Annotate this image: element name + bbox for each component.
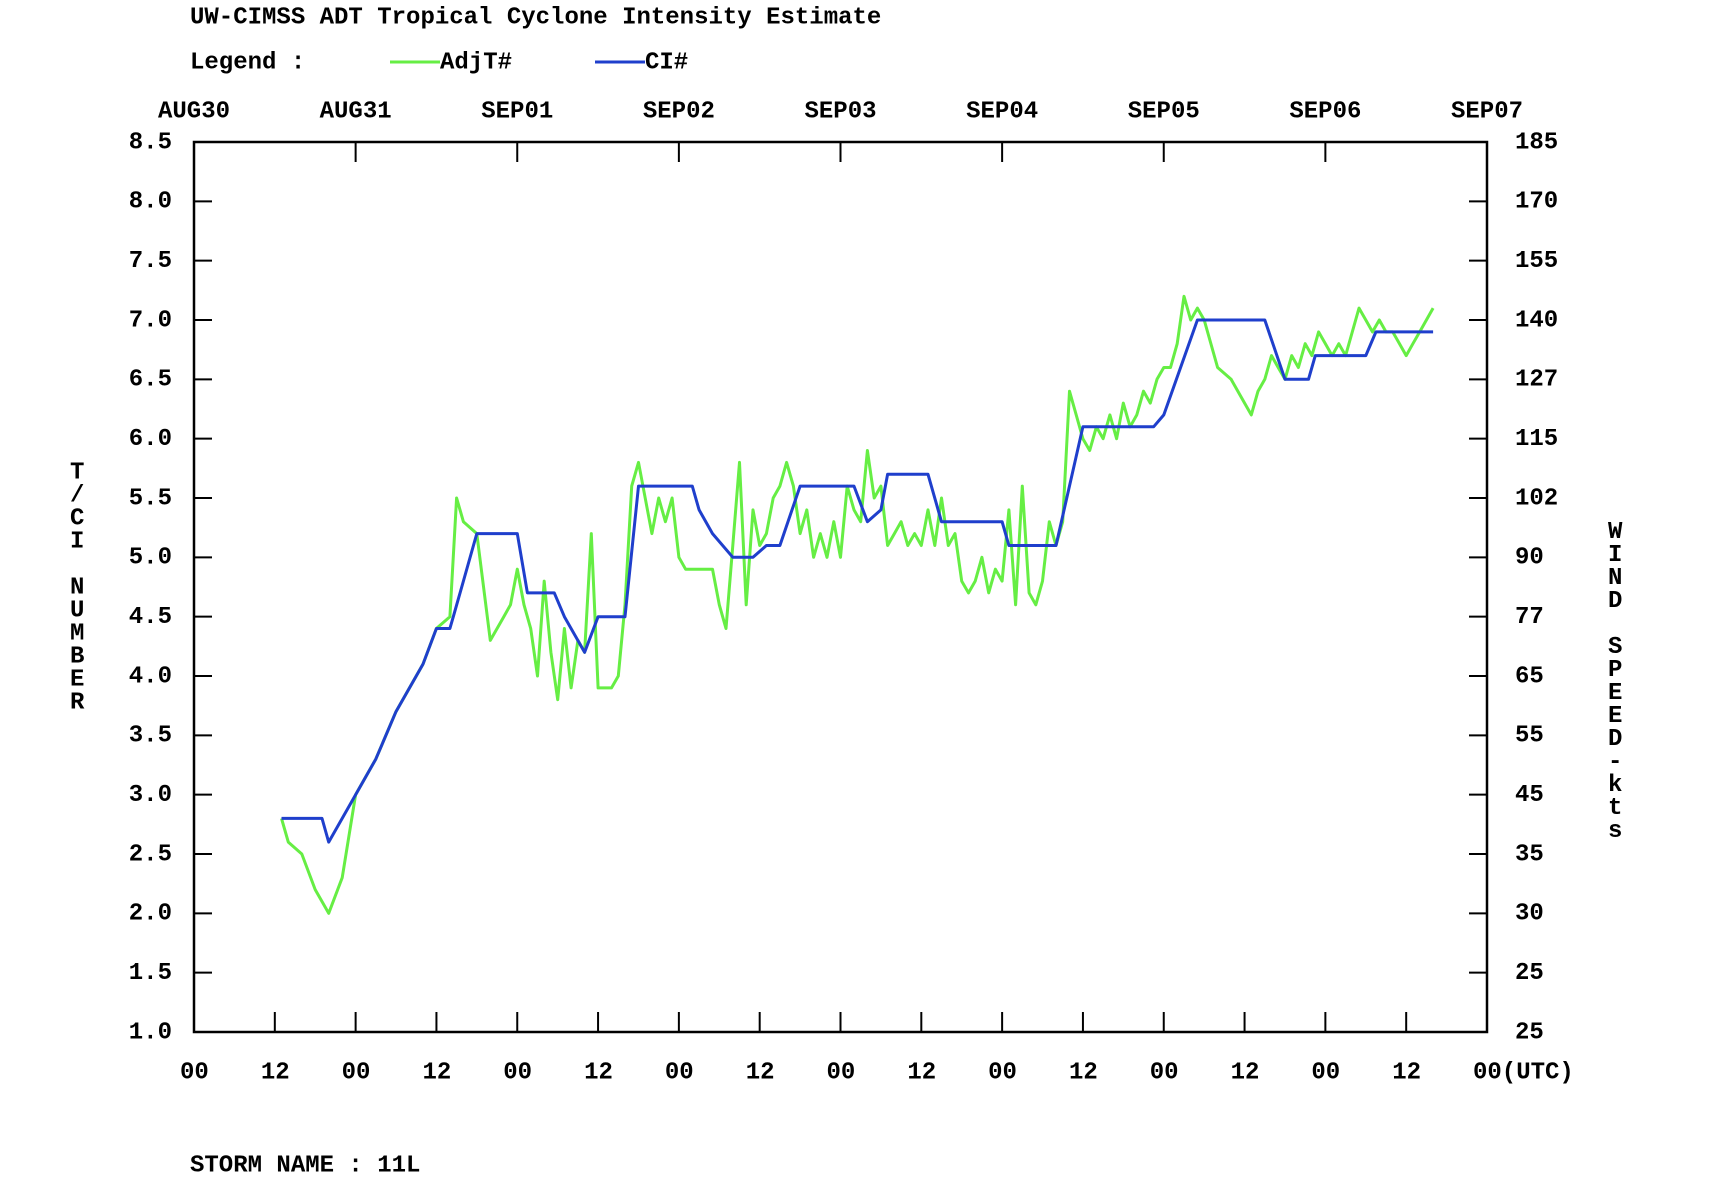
x-tick-label: 12 xyxy=(584,1059,613,1086)
x-tick-label: 00 xyxy=(988,1059,1017,1086)
x2-tick-label: SEP02 xyxy=(643,98,715,125)
y2-tick-label: 25 xyxy=(1515,960,1544,987)
y-tick-label: 1.0 xyxy=(129,1019,172,1046)
x-tick-label: 00 xyxy=(827,1059,856,1086)
y-tick-label: 6.5 xyxy=(129,367,172,394)
y2-tick-label: 140 xyxy=(1515,307,1558,334)
y2-tick-label: 65 xyxy=(1515,663,1544,690)
y-tick-label: 4.5 xyxy=(129,604,172,631)
x2-tick-label: SEP04 xyxy=(966,98,1038,125)
y-tick-label: 2.5 xyxy=(129,841,172,868)
x-tick-label: 12 xyxy=(422,1059,451,1086)
x-tick-label: 00 xyxy=(1150,1059,1179,1086)
x2-tick-label: AUG30 xyxy=(158,98,230,125)
legend-label: Legend : xyxy=(190,49,305,76)
y-tick-label: 1.5 xyxy=(129,960,172,987)
x-tick-label: 00 xyxy=(342,1059,371,1086)
x2-tick-label: SEP03 xyxy=(804,98,876,125)
x-tick-label: 00 xyxy=(180,1059,209,1086)
x2-tick-label: SEP05 xyxy=(1128,98,1200,125)
x-tick-label: 12 xyxy=(1231,1059,1260,1086)
series-line xyxy=(280,294,1435,915)
x-tick-label: 12 xyxy=(746,1059,775,1086)
y2-tick-label: 77 xyxy=(1515,604,1544,631)
x-tick-label: 12 xyxy=(1069,1059,1098,1086)
x2-tick-label: SEP06 xyxy=(1289,98,1361,125)
y2-tick-label: 25 xyxy=(1515,1019,1544,1046)
y-tick-label: 4.0 xyxy=(129,663,172,690)
y-tick-label: 8.0 xyxy=(129,189,172,216)
y-tick-label: 8.5 xyxy=(129,129,172,156)
y2-tick-label: 35 xyxy=(1515,841,1544,868)
legend-entry: CI# xyxy=(645,49,688,76)
y-tick-label: 5.5 xyxy=(129,485,172,512)
x2-tick-label: SEP01 xyxy=(481,98,553,125)
x-tick-label: 12 xyxy=(1392,1059,1421,1086)
y-tick-label: 2.0 xyxy=(129,901,172,928)
y2-tick-label: 155 xyxy=(1515,248,1558,275)
series-line xyxy=(281,318,1434,844)
y-tick-label: 7.0 xyxy=(129,307,172,334)
plot-frame xyxy=(192,140,1489,1034)
y-tick-label: 5.0 xyxy=(129,545,172,572)
footer: STORM NAME : 11L xyxy=(190,1152,420,1178)
y2-tick-label: 90 xyxy=(1515,545,1544,572)
y2-tick-label: 170 xyxy=(1515,189,1558,216)
x-tick-label: 00 xyxy=(665,1059,694,1086)
y-tick-label: 6.0 xyxy=(129,426,172,453)
chart-title: UW-CIMSS ADT Tropical Cyclone Intensity … xyxy=(190,4,881,31)
x2-tick-label: AUG31 xyxy=(320,98,392,125)
x-tick-label: 00 xyxy=(1311,1059,1340,1086)
y-tick-label: 3.5 xyxy=(129,723,172,750)
y2-axis-label: WIND SPEED-kts xyxy=(1602,519,1629,841)
x-tick-label: 00 xyxy=(503,1059,532,1086)
x-tick-label: 12 xyxy=(261,1059,290,1086)
x2-tick-label: SEP07 xyxy=(1451,98,1523,125)
legend-entry: AdjT# xyxy=(440,49,512,76)
y2-tick-label: 30 xyxy=(1515,901,1544,928)
y2-tick-label: 115 xyxy=(1515,426,1558,453)
y2-tick-label: 127 xyxy=(1515,367,1558,394)
y-axis-label: T/CI NUMBER xyxy=(64,460,91,713)
x-tick-label: 12 xyxy=(907,1059,936,1086)
y-tick-label: 3.0 xyxy=(129,782,172,809)
y2-tick-label: 102 xyxy=(1515,485,1558,512)
y2-tick-label: 55 xyxy=(1515,723,1544,750)
x-tick-label: 00(UTC) xyxy=(1473,1059,1574,1086)
y2-tick-label: 185 xyxy=(1515,129,1558,156)
y2-tick-label: 45 xyxy=(1515,782,1544,809)
y-tick-label: 7.5 xyxy=(129,248,172,275)
